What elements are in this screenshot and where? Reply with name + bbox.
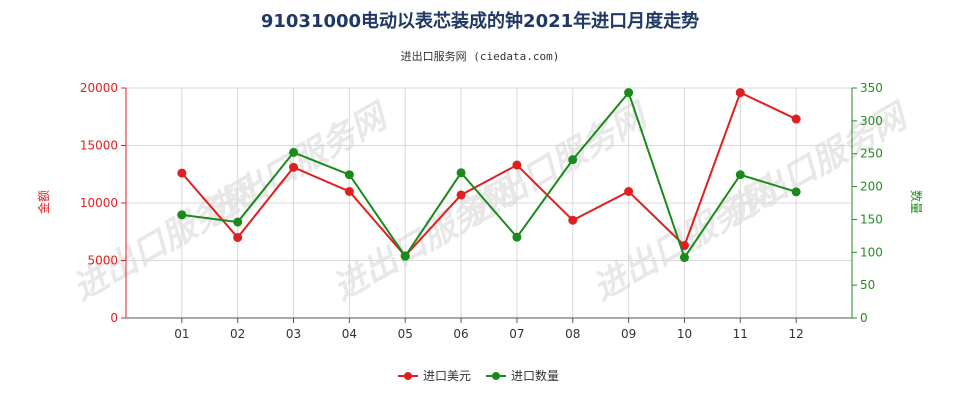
watermark-4: 进出口服务网 <box>456 95 657 234</box>
x-tick-label-02: 02 <box>230 327 245 341</box>
series-0-point-03 <box>289 162 299 172</box>
series-0-point-11 <box>735 88 745 98</box>
x-tick-label-07: 07 <box>509 327 524 341</box>
y-right-tick-label-4: 200 <box>860 180 883 194</box>
series-0-point-09 <box>624 187 634 196</box>
series-0-point-08 <box>568 215 578 225</box>
x-tick-label-03: 03 <box>286 327 301 341</box>
series-1-point-09 <box>624 88 634 98</box>
x-tick-label-06: 06 <box>453 327 468 341</box>
series-1-point-12 <box>791 187 801 197</box>
y-right-tick-label-1: 50 <box>860 278 875 292</box>
series-1-point-07 <box>512 232 522 242</box>
y-right-tick-label-3: 150 <box>860 212 883 226</box>
x-tick-label-09: 09 <box>621 327 636 341</box>
y-left-tick-label-3: 15000 <box>80 139 118 153</box>
legend: 进口美元 进口数量 <box>398 368 559 383</box>
series-1-point-04 <box>344 170 354 180</box>
chart-title: 91031000电动以表芯装成的钟2021年进口月度走势 <box>261 10 699 32</box>
y-left-tick-label-0: 0 <box>110 311 118 325</box>
watermark-5: 进出口服务网 <box>716 95 917 234</box>
series-1-point-11 <box>735 170 745 180</box>
legend-label-1: 进口数量 <box>511 368 559 383</box>
y-right-tick-label-5: 250 <box>860 147 883 161</box>
y-right-tick-label-6: 300 <box>860 114 883 128</box>
x-tick-label-08: 08 <box>565 327 580 341</box>
y-left-axis-label: 金额 <box>36 190 51 214</box>
series-1-point-08 <box>568 155 578 165</box>
axis-layer: 0500010000150002000005010015020025030035… <box>80 81 883 341</box>
series-layer <box>177 88 801 263</box>
grid-layer <box>126 87 852 318</box>
y-left-tick-label-2: 10000 <box>80 196 118 210</box>
x-tick-label-04: 04 <box>342 327 357 341</box>
x-tick-label-11: 11 <box>733 327 748 341</box>
legend-marker-0 <box>404 372 412 380</box>
series-0-point-02 <box>233 233 243 242</box>
x-tick-label-12: 12 <box>789 327 804 341</box>
series-0-point-06 <box>456 190 466 200</box>
series-1-point-03 <box>289 147 299 157</box>
chart-subtitle: 进出口服务网 (ciedata.com) <box>401 49 560 63</box>
legend-label-0: 进口美元 <box>423 369 471 383</box>
legend-marker-1 <box>492 372 500 380</box>
y-right-tick-label-7: 350 <box>860 81 883 95</box>
series-0-point-12 <box>791 114 801 124</box>
y-right-tick-label-0: 0 <box>860 311 868 325</box>
series-0-point-07 <box>512 160 522 170</box>
x-tick-label-05: 05 <box>398 327 413 341</box>
series-1-point-10 <box>679 253 689 263</box>
series-1-point-06 <box>456 168 466 178</box>
y-left-tick-label-1: 5000 <box>87 254 118 268</box>
x-tick-label-10: 10 <box>677 327 692 341</box>
y-left-tick-label-4: 20000 <box>80 81 118 95</box>
series-1-point-01 <box>177 210 187 220</box>
series-line-0 <box>181 91 797 258</box>
series-1-point-02 <box>233 217 243 227</box>
y-right-tick-label-2: 100 <box>860 245 883 259</box>
series-line-1 <box>181 90 797 260</box>
x-tick-label-01: 01 <box>174 327 189 341</box>
series-0-point-04 <box>344 187 354 196</box>
series-1-point-05 <box>400 251 410 261</box>
series-0-point-01 <box>177 168 187 178</box>
y-right-axis-label: 数量 <box>909 190 924 214</box>
